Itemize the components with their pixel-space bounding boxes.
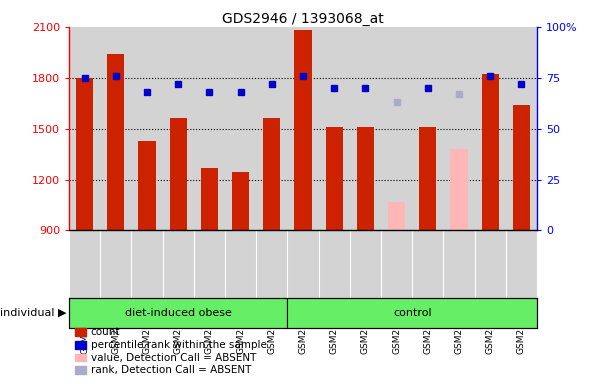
Text: control: control xyxy=(393,308,431,318)
Bar xyxy=(357,127,374,230)
Bar xyxy=(170,118,187,230)
Bar xyxy=(201,168,218,230)
Bar xyxy=(326,127,343,230)
Bar xyxy=(69,298,287,328)
Title: GDS2946 / 1393068_at: GDS2946 / 1393068_at xyxy=(222,12,384,26)
Text: count: count xyxy=(91,327,120,337)
Bar xyxy=(513,105,530,230)
Bar xyxy=(107,54,124,230)
Text: diet-induced obese: diet-induced obese xyxy=(125,308,232,318)
Text: value, Detection Call = ABSENT: value, Detection Call = ABSENT xyxy=(91,353,256,362)
Text: individual ▶: individual ▶ xyxy=(0,308,66,318)
Bar xyxy=(295,30,311,230)
Bar xyxy=(232,172,249,230)
Bar xyxy=(287,298,537,328)
Bar xyxy=(388,202,405,230)
Bar xyxy=(482,74,499,230)
Text: rank, Detection Call = ABSENT: rank, Detection Call = ABSENT xyxy=(91,365,251,375)
Bar xyxy=(76,78,93,230)
Bar xyxy=(451,149,467,230)
Text: percentile rank within the sample: percentile rank within the sample xyxy=(91,340,266,350)
Bar xyxy=(263,118,280,230)
Bar xyxy=(139,141,155,230)
Bar xyxy=(419,127,436,230)
